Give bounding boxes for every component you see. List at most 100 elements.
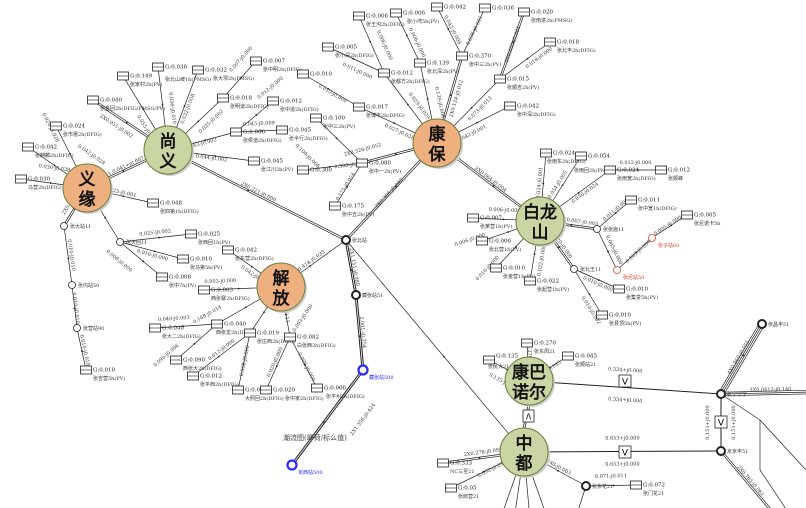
substation-node[interactable]: 藏张站500 (357, 364, 394, 382)
hub-label: 放 (272, 288, 291, 309)
substation-name: 藏张站51 (362, 292, 383, 299)
substation-node[interactable]: 张宁宁宁 (716, 389, 747, 399)
generator-bus[interactable]: G:0.135 张民大21 (483, 354, 519, 371)
bus-name: 西张大2h(DFIG) (183, 365, 222, 372)
substation-node[interactable]: 张内站50 (68, 281, 100, 290)
bus-name: 张顺站21 (575, 361, 596, 368)
generator-bus[interactable]: G:0.010 (297, 69, 333, 79)
substation-node[interactable]: 张尼站50 (613, 266, 645, 282)
generator-bus[interactable]: G:0.036 (479, 3, 515, 13)
generator-bus[interactable]: G:0.054 张雨回2h(PMSG) (574, 151, 615, 174)
transformer-icon[interactable]: V (618, 374, 632, 388)
hub-substation-sy[interactable]: 尚义 (143, 125, 194, 176)
generator-bus[interactable]: G:0.036 张北山坡1h(PMSG) (152, 62, 212, 83)
substation-node[interactable]: 张大站11 (60, 222, 92, 231)
generator-bus[interactable]: G:0.300 (297, 165, 333, 175)
hub-substation-kb[interactable]: 康保 (412, 118, 463, 169)
substation-node[interactable]: 张北王11 (570, 265, 602, 274)
substation-node[interactable]: 张东花21 (581, 481, 613, 491)
feeder-line (720, 391, 806, 395)
substation-node[interactable]: 藏张站51 (351, 290, 383, 300)
substation-node[interactable]: 张大回11 (116, 238, 148, 247)
generator-bus[interactable]: G:0.042 (431, 2, 467, 12)
substation-node[interactable]: 京西站500 (286, 459, 323, 477)
generator-bus[interactable]: G:0.333 NC三至21 (437, 458, 475, 475)
substation-node[interactable]: 张北站 (341, 235, 367, 245)
substation-node[interactable]: 京京丰51 (716, 446, 748, 456)
hub-substation-bls[interactable]: 白龙山 (515, 196, 566, 247)
generation-value: G:0.020 (273, 388, 295, 394)
substation-node[interactable]: 张昌丰51 (757, 319, 789, 329)
hub-substation-zd[interactable]: 中都 (499, 427, 550, 478)
generation-value: G:0.015 (507, 77, 529, 83)
substation-node[interactable]: 张张庙11 (593, 225, 625, 234)
hub-substation-jf[interactable]: 解放 (256, 262, 307, 313)
hub-substation-yy[interactable]: 义缘 (62, 163, 113, 214)
substation-node[interactable]: 张营站90 (73, 324, 105, 333)
substation-node[interactable]: 张子站60 (648, 234, 680, 250)
transformer-icon[interactable]: V (714, 415, 728, 429)
feeder-line (498, 11, 524, 79)
transformer-icon[interactable]: Λ (522, 409, 535, 423)
transformer-icon[interactable]: V (618, 445, 632, 459)
